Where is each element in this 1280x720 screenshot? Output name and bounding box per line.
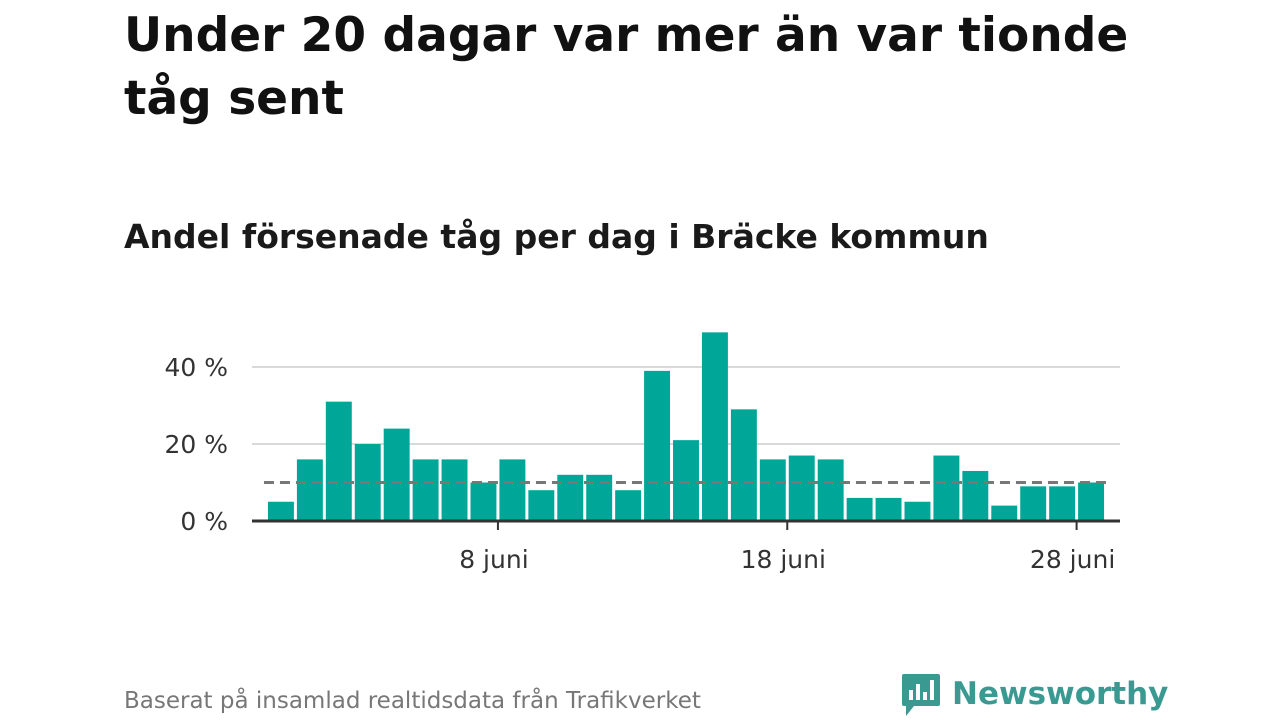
bar <box>759 459 786 521</box>
bar <box>991 505 1018 521</box>
logo-text: Newsworthy <box>952 676 1169 712</box>
bar <box>673 440 699 521</box>
y-tick-label: 0 % <box>180 507 228 536</box>
bar <box>817 459 844 521</box>
x-tick-label: 18 juni <box>741 545 826 574</box>
bar <box>1020 486 1047 521</box>
bar <box>875 497 902 521</box>
y-tick-label: 20 % <box>164 430 228 459</box>
bar <box>730 409 757 521</box>
bar <box>470 482 497 521</box>
x-tick-label: 28 juni <box>1030 545 1115 574</box>
bar <box>701 332 728 521</box>
newsworthy-logo-icon <box>902 674 940 716</box>
bar <box>962 470 989 521</box>
bar <box>933 455 960 521</box>
bar <box>383 428 410 521</box>
bar <box>325 401 352 521</box>
bar <box>615 490 642 521</box>
bar <box>644 370 671 521</box>
bar <box>441 459 468 521</box>
bar <box>904 501 931 521</box>
chart-title: Andel försenade tåg per dag i Bräcke kom… <box>124 217 989 256</box>
bar <box>412 459 439 521</box>
chart-headline: Under 20 dagar var mer än var tionde tåg… <box>124 8 1129 126</box>
source-note: Baserat på insamlad realtidsdata från Tr… <box>124 688 701 714</box>
bars <box>267 332 1105 521</box>
bar-chart: 0 % 20 % 40 % 8 juni 18 juni 28 juni <box>164 332 1120 574</box>
bar <box>1078 482 1105 521</box>
gridlines <box>252 366 1120 445</box>
bar <box>528 490 555 521</box>
bar <box>267 501 294 521</box>
bar <box>296 459 323 521</box>
bar <box>1049 486 1076 521</box>
y-tick-label: 40 % <box>164 353 228 382</box>
y-axis-tick-labels: 0 % 20 % 40 % <box>164 353 228 536</box>
bar <box>788 455 815 521</box>
x-tick-label: 8 juni <box>459 545 528 574</box>
bar <box>846 497 873 521</box>
x-axis: 8 juni 18 juni 28 juni <box>252 519 1120 574</box>
newsworthy-logo: Newsworthy <box>900 670 1168 718</box>
bar <box>499 459 526 521</box>
